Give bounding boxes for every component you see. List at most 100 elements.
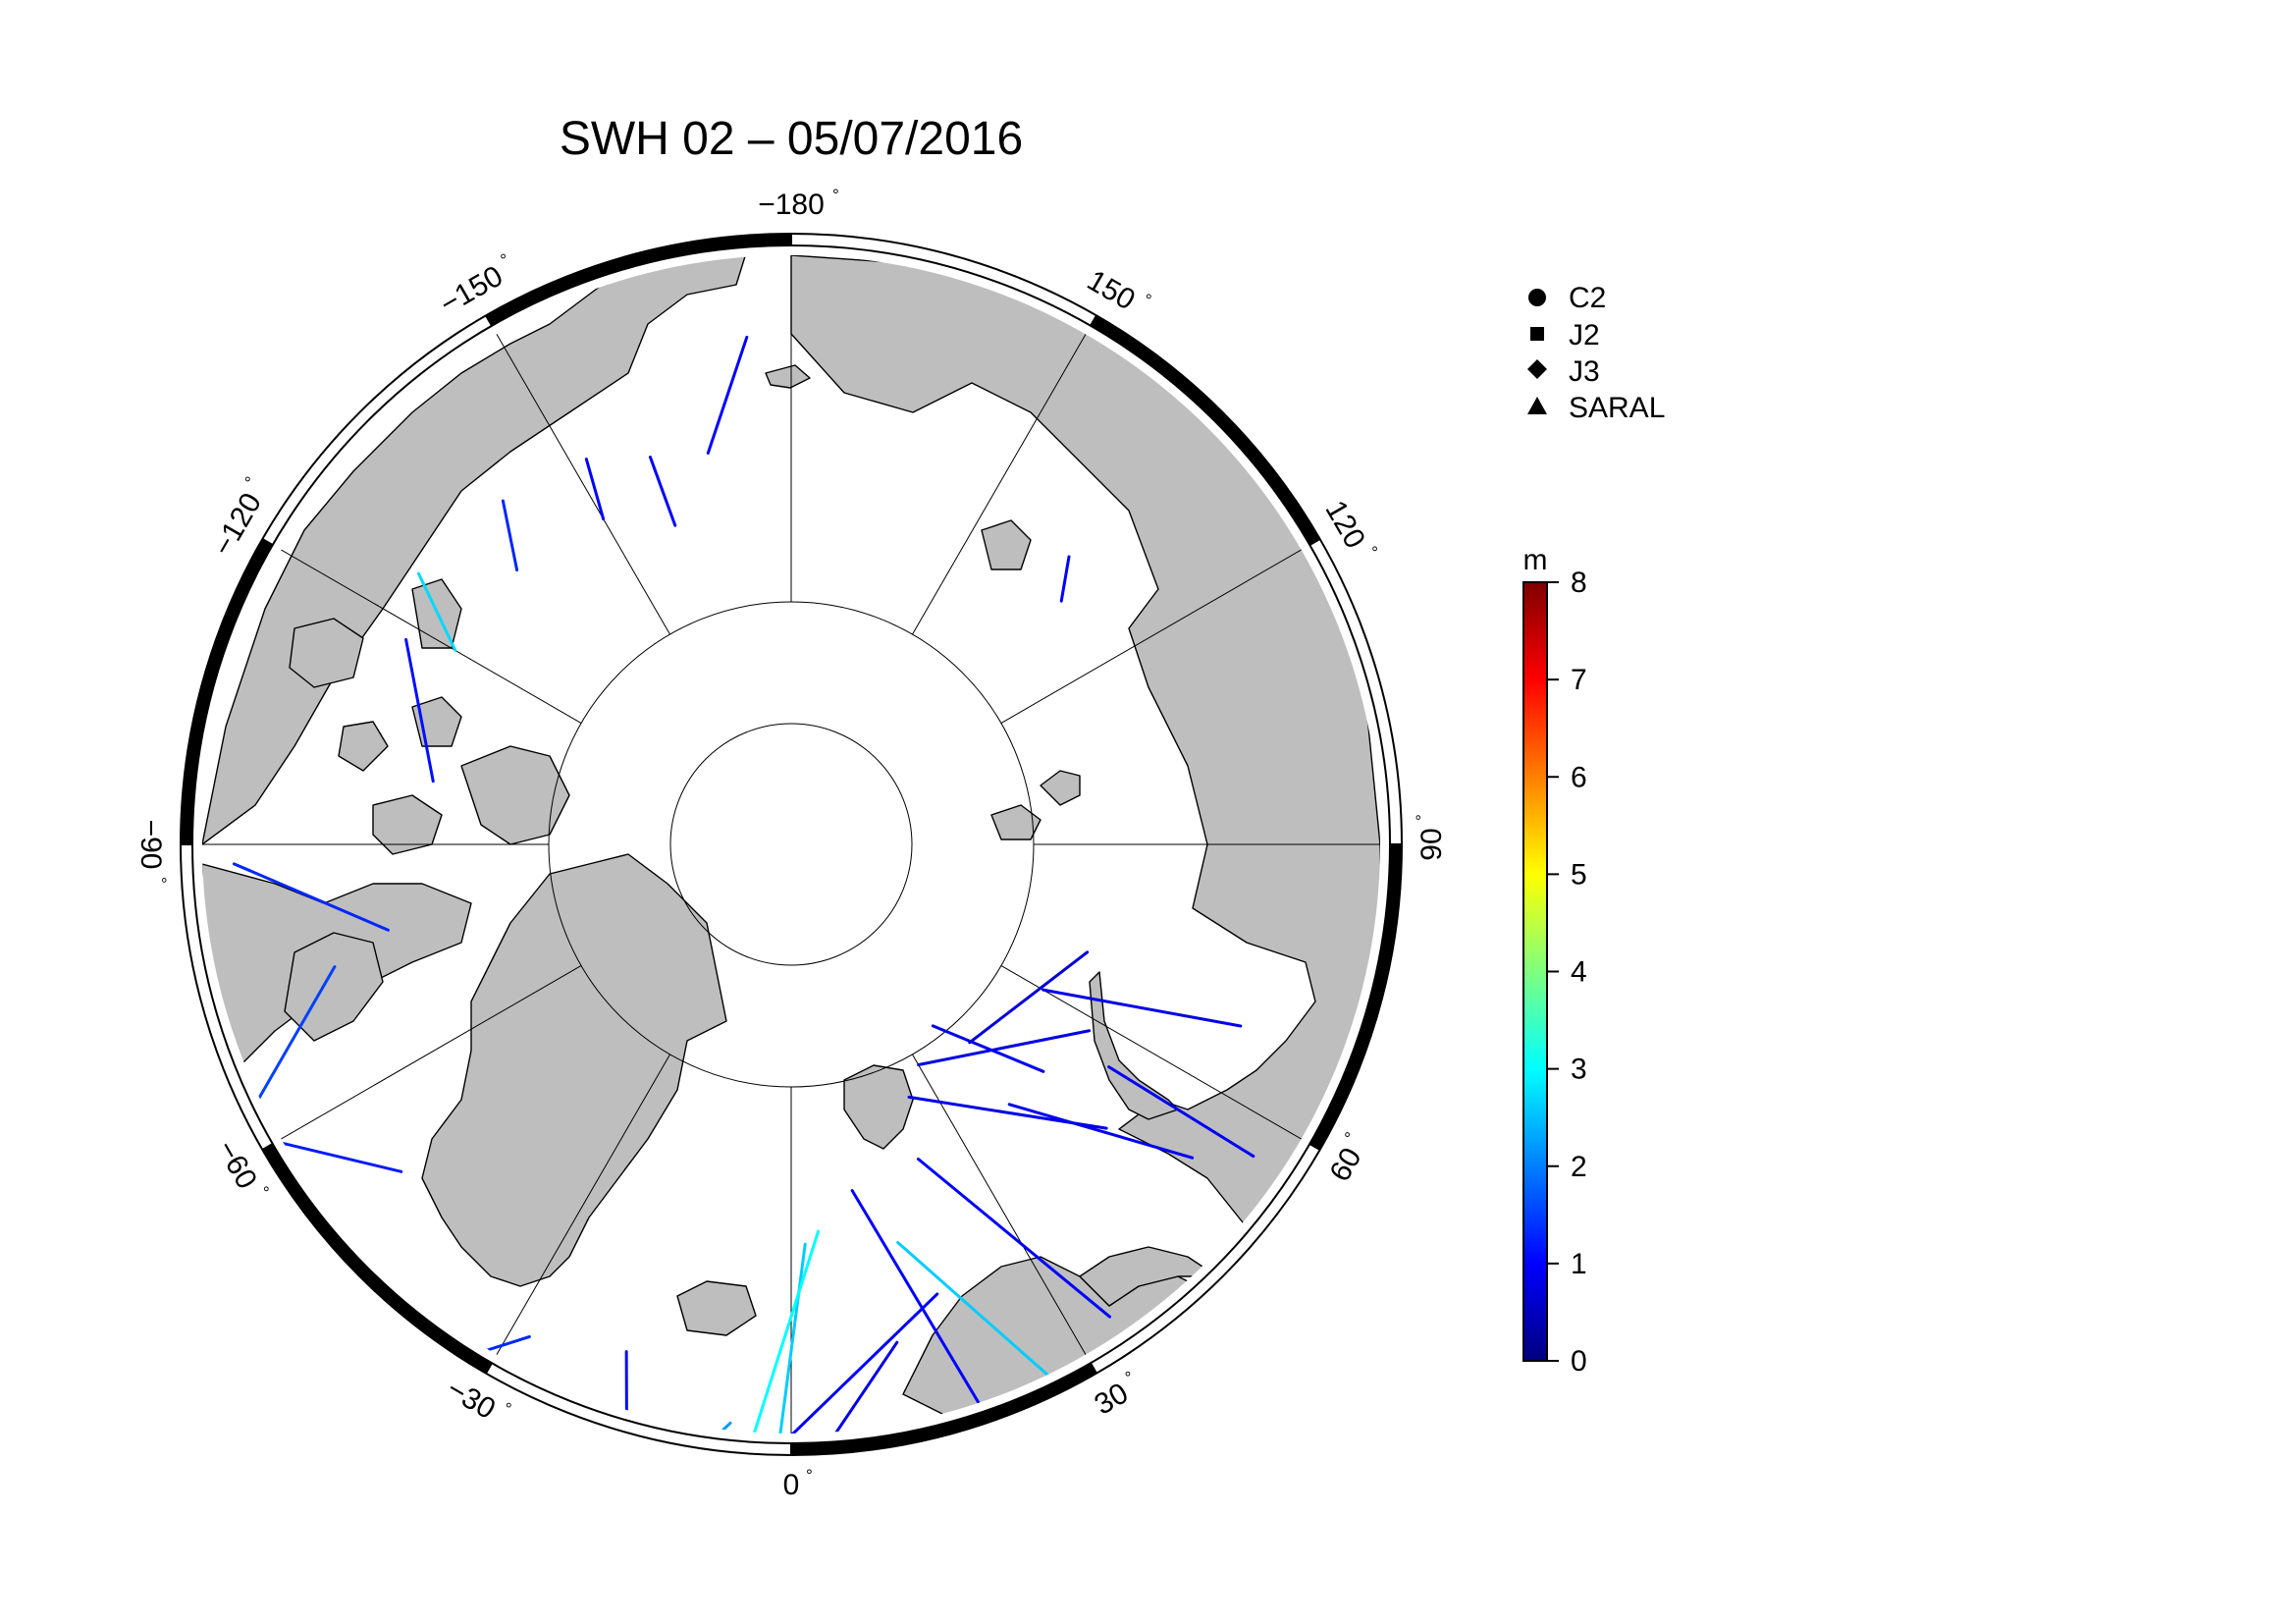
frame-label-text: −30 xyxy=(441,1373,501,1426)
legend-label: C2 xyxy=(1569,282,1606,314)
colorbar-tick-label: 6 xyxy=(1571,761,1587,793)
frame-segment xyxy=(1309,843,1402,1150)
degree-symbol: ° xyxy=(832,186,839,204)
degree-symbol: ° xyxy=(498,249,512,269)
svalbard xyxy=(843,1064,914,1150)
map-title: SWH 02 – 05/07/2016 xyxy=(560,113,1023,165)
colorbar-ticks: 0 1 2 3 4 5 6 7 8 xyxy=(1547,567,1587,1378)
swh-track xyxy=(1059,555,1071,603)
frame-label: −30° xyxy=(441,1373,514,1426)
frame-tick xyxy=(261,538,274,546)
swh-track xyxy=(693,1292,939,1434)
colorbar-unit: m xyxy=(1523,544,1548,576)
swh-track xyxy=(584,458,606,521)
colorbar-tick-label: 8 xyxy=(1571,567,1587,599)
legend-label: SARAL xyxy=(1569,392,1665,424)
legend-triangle-icon xyxy=(1527,397,1547,414)
frame-tick xyxy=(1308,1143,1321,1151)
degree-symbol: ° xyxy=(241,473,261,488)
frame-label-text: −180 xyxy=(758,189,825,221)
franz-josef-land xyxy=(990,804,1041,840)
colorbar-tick-label: 3 xyxy=(1571,1054,1587,1086)
frame-label-text: −90 xyxy=(134,820,167,870)
swh-track xyxy=(416,571,457,652)
frame-label: 150° xyxy=(1082,264,1154,317)
legend-label: J2 xyxy=(1569,319,1600,352)
swh-track xyxy=(1007,1103,1195,1160)
wrangel-island xyxy=(765,364,811,389)
swh-track xyxy=(232,862,390,932)
swh-track xyxy=(706,335,749,455)
swh-track xyxy=(501,499,519,572)
degree-symbol: ° xyxy=(151,877,170,884)
swh-track xyxy=(765,1340,899,1434)
colorbar-tick-label: 4 xyxy=(1571,956,1587,989)
greenland-landmass xyxy=(421,853,727,1287)
frame-segment xyxy=(486,234,792,326)
frame-segment xyxy=(262,1143,493,1374)
frame-label: −90 ° xyxy=(134,820,170,884)
degree-symbol: ° xyxy=(1362,543,1381,558)
swh-track xyxy=(732,1229,821,1434)
archipelago-island-b xyxy=(338,721,389,772)
frame-label: 0 ° xyxy=(783,1466,813,1501)
frame-label-text: −60 xyxy=(210,1135,263,1195)
frame-label-text: 30 xyxy=(1090,1377,1134,1421)
frame-label: 30° xyxy=(1090,1368,1138,1422)
swh-track xyxy=(917,1029,1092,1067)
colorbar-tick-label: 2 xyxy=(1571,1151,1587,1183)
swh-track xyxy=(624,1350,629,1434)
land-layer xyxy=(202,255,1380,1434)
frame-segment xyxy=(790,1363,1096,1455)
colorbar-tick-label: 0 xyxy=(1571,1345,1587,1378)
frame-label-text: 0 xyxy=(783,1469,800,1501)
frame-tick xyxy=(485,314,493,327)
frame-label: 60° xyxy=(1323,1129,1367,1187)
colorbar-tick-label: 7 xyxy=(1571,664,1587,696)
siberia-landmass xyxy=(790,255,1380,1268)
legend-diamond-icon xyxy=(1527,359,1547,379)
frame-label-text: 120 xyxy=(1318,495,1371,554)
frame-tick xyxy=(485,1362,493,1375)
frame-label-text: 60 xyxy=(1323,1143,1367,1187)
degree-symbol: ° xyxy=(500,1399,514,1419)
degree-symbol: ° xyxy=(1122,1368,1137,1387)
new-siberian-islands xyxy=(981,519,1032,570)
frame-label: −180 ° xyxy=(758,186,839,221)
legend-circle-icon xyxy=(1528,289,1546,306)
colorbar: m 0 1 2 3 4 5 6 7 8 xyxy=(1522,544,1587,1378)
swh-track xyxy=(404,637,435,784)
swh-track xyxy=(896,1240,1053,1380)
degree-symbol: ° xyxy=(1341,1129,1361,1144)
latitude-80-circle xyxy=(669,723,913,966)
degree-symbol: ° xyxy=(253,1183,273,1198)
frame-tick xyxy=(1090,1362,1097,1375)
frame-tick xyxy=(261,1143,274,1151)
north-america-landmass xyxy=(202,255,747,845)
frame-segment xyxy=(1090,315,1320,546)
iceland xyxy=(676,1280,757,1336)
degree-symbol: ° xyxy=(1140,290,1154,309)
degree-symbol: ° xyxy=(1413,814,1431,821)
frame-segments xyxy=(181,234,1402,1455)
frame-tick xyxy=(1308,538,1321,546)
swh-track xyxy=(1041,988,1243,1028)
novaya-zemlya xyxy=(1089,971,1179,1120)
satellite-legend: C2 J2 J3 SARAL xyxy=(1527,282,1665,424)
colorbar-tick-label: 1 xyxy=(1571,1248,1587,1280)
swh-track xyxy=(1107,1065,1255,1159)
frame-label-text: 150 xyxy=(1082,264,1141,317)
polar-map: −180 °150°120°90°60°30°0 °−30°−60°−90°−120… xyxy=(134,186,1448,1501)
frame-label: −60° xyxy=(210,1135,273,1199)
colorbar-gradient xyxy=(1522,581,1548,1362)
swh-track xyxy=(931,1024,1045,1073)
severnaya-zemlya xyxy=(1040,770,1081,806)
swh-track xyxy=(648,456,677,527)
ellesmere-island xyxy=(460,745,570,845)
colorbar-tick-label: 5 xyxy=(1571,858,1587,891)
legend-label: J3 xyxy=(1569,355,1600,388)
swh-track xyxy=(916,1158,1111,1319)
victoria-island xyxy=(289,618,364,688)
swh-track xyxy=(968,950,1090,1045)
